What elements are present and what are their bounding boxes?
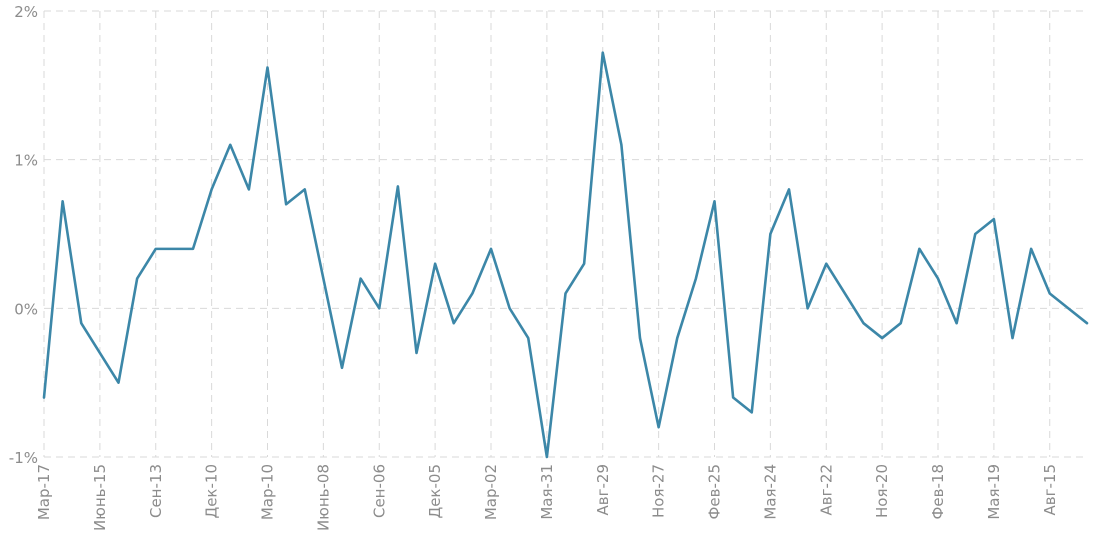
x-tick-label: Фев-25 xyxy=(706,464,724,519)
y-tick-label: -1% xyxy=(9,449,38,467)
x-tick-label: Фев-18 xyxy=(929,464,947,519)
x-tick-label: Авг-22 xyxy=(817,464,835,515)
x-tick-label: Июнь-15 xyxy=(91,464,109,531)
x-tick-label: Сен-06 xyxy=(370,464,388,518)
x-tick-label: Авг-15 xyxy=(1041,464,1059,515)
series-line xyxy=(42,51,1089,459)
series-layer xyxy=(42,51,1089,459)
x-axis-ticks: Мар-17 Июнь-15 Сен-13 Дек-10 Мар-10 Июнь-08 Се… xyxy=(35,464,1059,531)
x-tick-label: Авг-29 xyxy=(594,464,612,515)
x-tick-label: Мар-17 xyxy=(35,464,53,520)
y-tick-label: 1% xyxy=(14,152,38,170)
x-tick-label: Ноя-27 xyxy=(650,464,668,518)
x-tick-label: Мар-02 xyxy=(482,464,500,520)
x-tick-label: Мая-19 xyxy=(985,464,1003,520)
y-axis-ticks: -1% 0% 1% 2% xyxy=(9,3,38,467)
x-tick-label: Сен-13 xyxy=(147,464,165,518)
x-tick-label: Дек-05 xyxy=(426,464,444,519)
x-tick-label: Дек-10 xyxy=(203,464,221,519)
x-tick-label: Июнь-08 xyxy=(314,464,332,531)
y-tick-label: 2% xyxy=(14,3,38,21)
x-tick-label: Мая-31 xyxy=(538,464,556,520)
grid xyxy=(43,10,1087,458)
x-tick-label: Ноя-20 xyxy=(873,464,891,518)
y-tick-label: 0% xyxy=(14,300,38,318)
x-tick-label: Мар-10 xyxy=(259,464,277,520)
x-tick-label: Мая-24 xyxy=(761,464,779,520)
